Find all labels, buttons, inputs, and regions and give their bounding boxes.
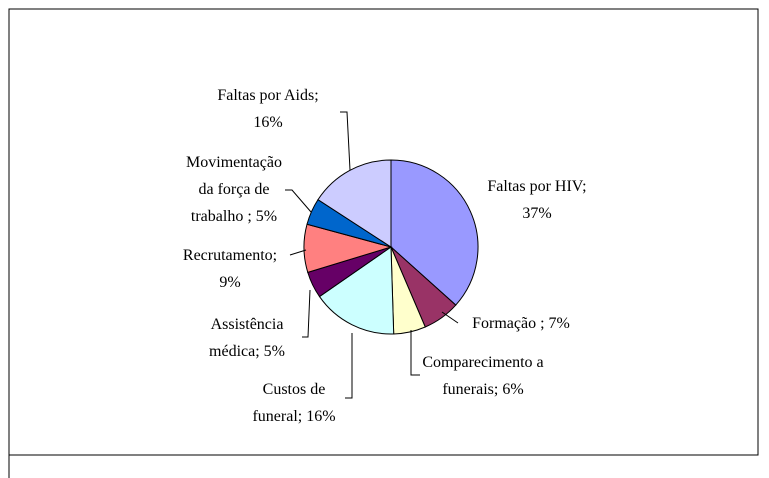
slice-label: Custos de funeral; 16% [244,376,344,430]
value-label: 37% [522,205,552,222]
leader-line [285,189,312,213]
slice-label: Comparecimento a funerais; 6% [413,349,553,403]
leader-line [441,311,459,324]
category-label: Faltas por HIV; [487,178,587,195]
category-label: Recrutamento; [182,247,278,264]
leader-line [410,330,420,376]
frame [8,8,759,478]
value-label: 16% [253,114,283,131]
category-label: Movimentação da força de trabalho ; [186,154,282,225]
slice-label: Faltas por Aids; 16% [188,82,348,136]
value-label: 7% [548,315,570,332]
slice-label: Recrutamento; 9% [165,242,295,296]
slice-label: Movimentação da força de trabalho ; 5% [182,149,287,230]
value-label: 6% [502,381,524,398]
pie-slice [317,159,392,248]
leader-line [302,289,311,338]
pie-slice [390,159,479,306]
pie-slice [318,246,395,335]
slice-label: Assistência médica; 5% [197,311,297,365]
category-label: Formação ; [472,315,545,332]
category-label: Custos de funeral; [252,381,326,425]
value-label: 9% [219,274,241,291]
category-label: Comparecimento a funerais; [422,354,544,398]
leader-line [289,249,307,256]
leader-line [345,333,353,399]
value-label: 16% [306,408,336,425]
leader-line [340,111,351,171]
value-label: 5% [255,208,278,225]
category-label: Assistência médica; [209,316,284,360]
slice-label: Faltas por HIV; 37% [457,173,617,227]
slice-label: Formação ; 7% [451,310,591,337]
category-label: Faltas por Aids; [217,87,319,104]
value-label: 5% [263,343,285,360]
